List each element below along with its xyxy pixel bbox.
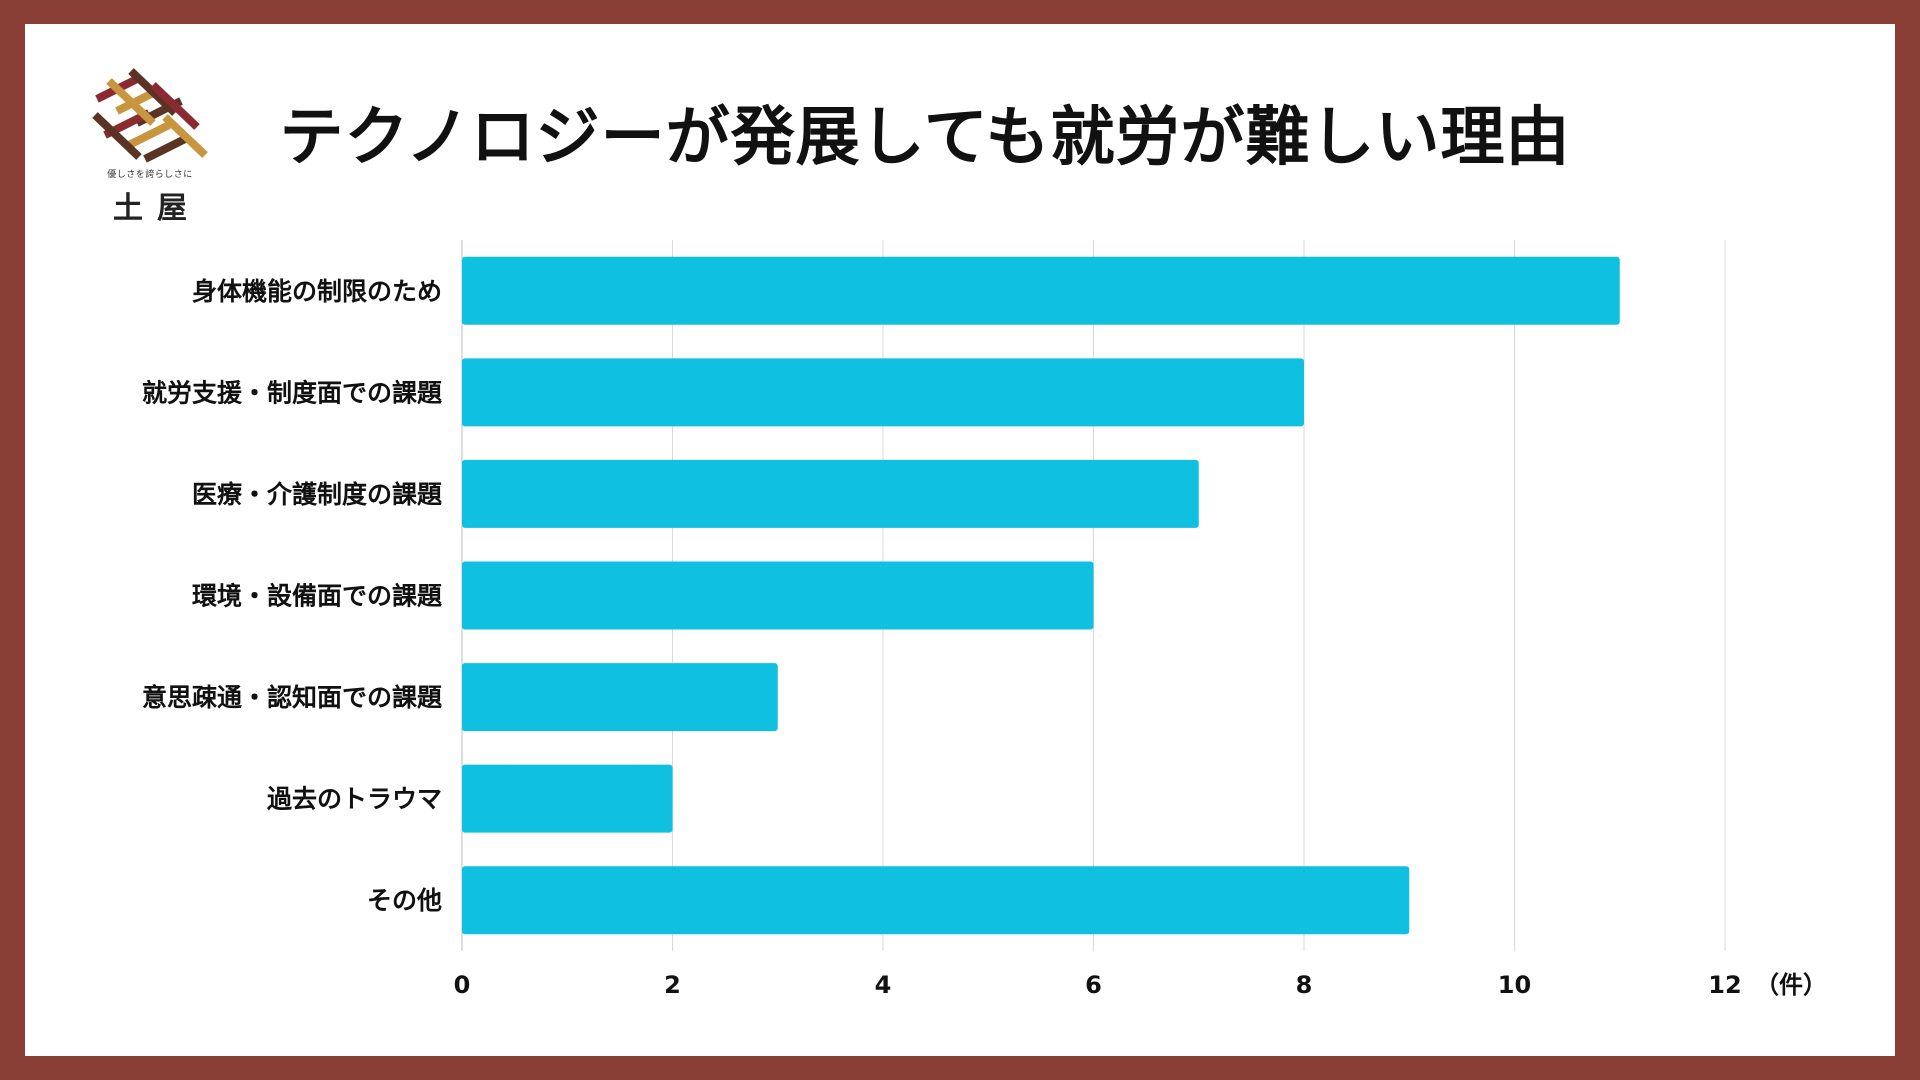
logo-mark-icon <box>92 68 208 163</box>
category-label: 意思疎通・認知面での課題 <box>142 683 443 712</box>
bar <box>462 764 673 833</box>
logo-stroke <box>106 78 156 126</box>
company-logo: 優しさを誇らしさに 土屋 <box>65 59 235 229</box>
bar <box>462 866 1410 935</box>
bar <box>462 459 1199 528</box>
logo-stroke <box>150 82 200 130</box>
x-tick-label: 2 <box>664 971 681 999</box>
bar <box>462 663 778 732</box>
logo-stroke <box>162 114 208 158</box>
x-axis-ticks: 0 2 4 6 8 10 12 （件） <box>454 971 1827 999</box>
x-tick-label: 4 <box>875 971 892 999</box>
logo-stroke <box>92 112 142 160</box>
bar <box>462 256 1620 325</box>
x-tick-label: 12 <box>1708 971 1741 999</box>
category-labels: 身体機能の制限のため就労支援・制度面での課題医療・介護制度の課題環境・設備面での… <box>142 277 443 915</box>
x-tick-label: 8 <box>1296 971 1313 999</box>
category-label: 就労支援・制度面での課題 <box>142 378 443 407</box>
bar <box>462 561 1094 630</box>
logo-name: 土屋 <box>113 191 201 226</box>
grid-lines <box>461 240 1726 951</box>
category-label: 医療・介護制度の課題 <box>192 480 443 509</box>
x-tick-label: 6 <box>1085 971 1102 999</box>
category-label: 環境・設備面での課題 <box>192 582 443 611</box>
bar-chart: 身体機能の制限のため就労支援・制度面での課題医療・介護制度の課題環境・設備面での… <box>142 240 1827 999</box>
x-tick-label: 0 <box>454 971 471 999</box>
category-label: 身体機能の制限のため <box>192 277 442 306</box>
logo-stroke <box>128 68 178 116</box>
logo-tagline: 優しさを誇らしさに <box>107 170 193 180</box>
x-unit-label: （件） <box>1755 971 1827 999</box>
category-label: 過去のトラウマ <box>267 785 442 814</box>
category-label: その他 <box>367 886 442 915</box>
chart-title: テクノロジーが発展しても就労が難しい理由 <box>279 101 1571 175</box>
x-tick-label: 10 <box>1498 971 1531 999</box>
bar <box>462 358 1304 427</box>
logo-stroke <box>143 133 191 163</box>
logo-stroke <box>123 121 171 151</box>
bars <box>462 256 1620 935</box>
